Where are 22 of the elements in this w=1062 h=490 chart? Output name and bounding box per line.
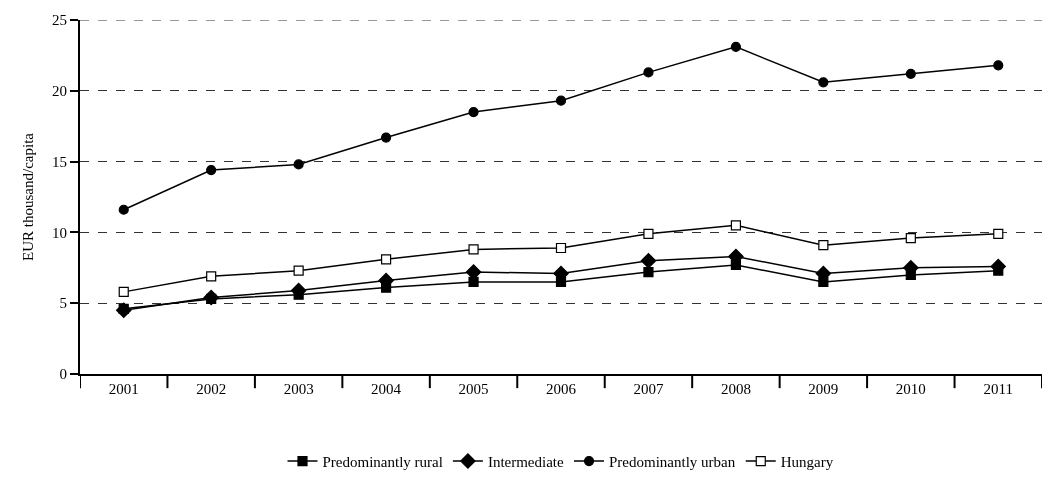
x-tick-label: 2003 [283,381,314,397]
y-tick-label: 5 [59,295,67,312]
legend-label: Predominantly urban [609,453,736,470]
legend-label: Hungary [780,453,834,470]
y-tick-label: 0 [59,366,67,383]
x-tick-label: 2005 [458,381,489,397]
y-tick-label: 10 [52,224,67,241]
x-tick-label: 2009 [808,381,839,397]
legend-label: Predominantly rural [322,453,443,470]
x-tick-label: 2010 [895,381,926,397]
x-tick-label: 2001 [108,381,139,397]
x-tick-label: 2011 [983,381,1013,397]
y-tick-label: 20 [52,83,67,100]
x-tick-label: 2008 [720,381,751,397]
x-tick-label: 2004 [371,381,402,397]
legend-label: Intermediate [487,453,565,470]
x-tick-label: 2002 [196,381,227,397]
y-tick-label: 15 [52,153,67,170]
y-tick-label: 25 [52,12,67,29]
x-tick-label: 2007 [633,381,664,397]
x-tick-label: 2006 [546,381,577,397]
y-axis-title: EUR thousand/capita [19,132,36,261]
